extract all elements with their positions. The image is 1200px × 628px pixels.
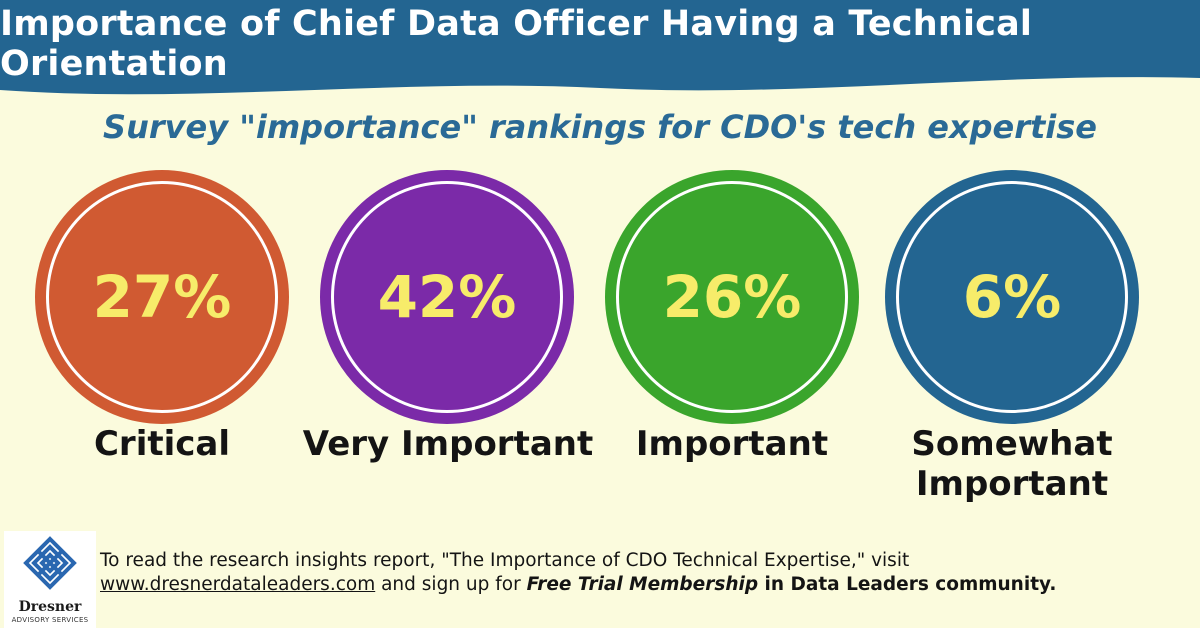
value-label: 26% [662,263,802,331]
circle-somewhat-important: 6% [885,170,1139,424]
dresner-logo: Dresner ADVISORY SERVICES [4,531,96,628]
category-label-important: Important [582,424,882,464]
value-label: 42% [377,263,517,331]
circle-ring [46,181,278,413]
category-label-line: Very Important [302,424,594,464]
category-label-critical: Critical [12,424,312,464]
category-label-somewhat-important: Somewhat Important [862,424,1162,504]
logo-name: Dresner [18,599,82,615]
footer-text-2: and sign up for [375,574,527,595]
website-link[interactable]: www.dresnerdataleaders.com [100,574,376,595]
category-label-line: Critical [93,424,231,464]
circle-ring [896,181,1128,413]
footer-text-1: To read the research insights report, "T… [100,550,910,571]
banner-shape [0,0,1200,95]
category-label-line: Somewhat [911,424,1113,464]
category-label-line: Important [915,464,1109,504]
circle-important: 26% [605,170,859,424]
free-trial-emphasis: Free Trial Membership [526,574,759,595]
category-label-very-important: Very Important [298,424,598,464]
footer-text: To read the research insights report, "T… [100,549,1190,597]
logo-tagline: ADVISORY SERVICES [11,616,89,624]
circle-very-important: 42% [320,170,574,424]
value-label: 27% [92,263,232,331]
circle-ring [616,181,848,413]
page-title: Importance of Chief Data Officer Having … [0,4,1033,84]
circle-ring [331,181,563,413]
circle-critical: 27% [35,170,289,424]
title-banner: Importance of Chief Data Officer Having … [0,0,1200,100]
footer-text-3: in Data Leaders community. [758,574,1057,595]
category-label-line: Important [635,424,829,464]
chart-subtitle: Survey "importance" rankings for CDO's t… [103,108,1097,146]
value-label: 6% [962,263,1062,331]
knot-icon [23,536,77,590]
